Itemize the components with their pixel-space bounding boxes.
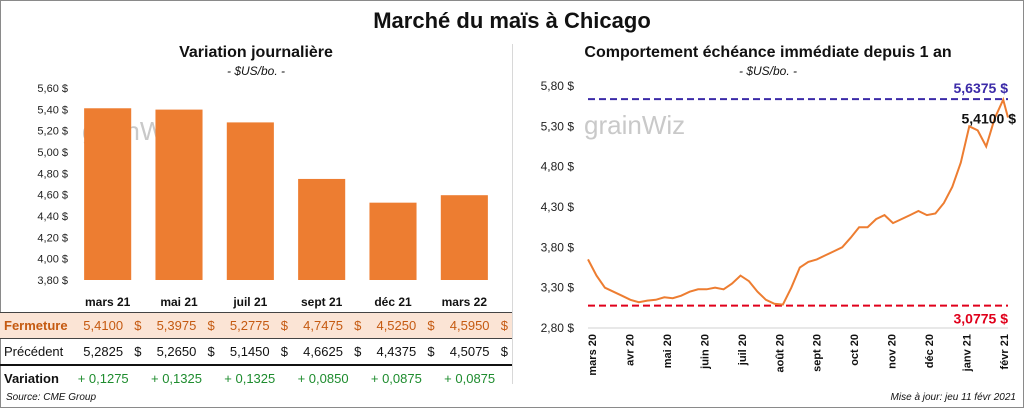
cell-close-3: 4,7475: [292, 312, 355, 339]
y-tick-label: 4,00 $: [37, 254, 68, 266]
x-tick-label: juin 20: [699, 334, 711, 370]
y-tick-label: 4,80 $: [541, 160, 575, 174]
cell-spacer: [354, 365, 365, 391]
cell-prev-4: 4,4375: [365, 338, 428, 366]
cell-currency: $: [207, 312, 219, 339]
cell-currency: $: [354, 338, 366, 366]
left-chart-title: Variation journalière: [179, 44, 333, 61]
y-tick-label: 3,80 $: [541, 240, 575, 254]
left-chart-unit: - $US/bo. -: [226, 64, 286, 78]
cell-spacer: [501, 365, 512, 391]
y-tick-label: 3,30 $: [541, 281, 575, 295]
cell-var-2: + 0,1325: [224, 370, 276, 386]
cell-currency: $: [354, 312, 366, 339]
cell-close-2: 5,2775: [218, 312, 281, 339]
table-row-close: Fermeture 5,4100 $5,3975 $5,2775 $4,7475 $4,…: [0, 312, 512, 339]
cell-var-3: + 0,0850: [297, 370, 349, 386]
futures-table: Fermeture 5,4100 $5,3975 $5,2775 $4,7475 $4,…: [0, 312, 512, 391]
cell-spacer: [427, 365, 438, 391]
panel-divider: [512, 44, 513, 384]
cell-currency: $: [207, 338, 219, 366]
cell-close-5: 4,5950: [438, 312, 501, 339]
y-tick-label: 5,20 $: [37, 126, 68, 138]
last-value-label: 5,4100 $: [962, 110, 1017, 126]
y-tick-label: 5,80 $: [541, 79, 575, 93]
source-note: Source: CME Group: [6, 392, 97, 403]
y-tick-label: 5,40 $: [37, 104, 68, 116]
cell-currency: $: [280, 312, 293, 339]
cell-prev-0: 5,2825: [72, 338, 135, 366]
bar: [369, 202, 417, 280]
cell-currency: $: [134, 312, 146, 339]
x-tick-label: oct 20: [849, 334, 861, 366]
y-tick-label: 4,40 $: [37, 211, 68, 223]
cell-currency: $: [134, 338, 146, 366]
page-title: Marché du maïs à Chicago: [373, 8, 651, 33]
row-label-var: Variation: [4, 370, 59, 386]
row-label-close: Fermeture: [0, 312, 73, 339]
cell-spacer: [281, 365, 292, 391]
cell-spacer: [208, 365, 219, 391]
update-note: Mise à jour: jeu 11 févr 2021: [890, 392, 1016, 403]
y-tick-label: 2,80 $: [541, 321, 575, 335]
bar: [440, 195, 488, 280]
cell-currency: $: [427, 312, 439, 339]
x-tick-label: sept 21: [301, 295, 343, 309]
table-row-var: Variation + 0,1275 + 0,1325 + 0,1325 + 0,08…: [0, 365, 512, 391]
x-tick-label: mars 22: [442, 295, 488, 309]
y-tick-label: 4,30 $: [541, 200, 575, 214]
row-label-prev: Précédent: [0, 338, 73, 366]
y-tick-label: 3,80 $: [37, 275, 68, 287]
bar: [298, 178, 346, 280]
bar: [84, 108, 132, 280]
max-value-label: 5,6375 $: [954, 80, 1009, 96]
cell-currency: $: [427, 338, 439, 366]
cell-prev-5: 4,5075: [438, 338, 501, 366]
table-row-prev: Précédent 5,2825 $5,2650 $5,1450 $4,6625 $4,…: [0, 338, 512, 366]
x-tick-label: juil 21: [232, 295, 267, 309]
y-tick-label: 4,80 $: [37, 168, 68, 180]
y-tick-label: 4,60 $: [37, 190, 68, 202]
y-tick-label: 5,60 $: [37, 83, 68, 95]
cell-close-1: 5,3975: [145, 312, 208, 339]
y-tick-label: 5,30 $: [541, 119, 575, 133]
x-tick-label: août 20: [774, 334, 786, 373]
price-line: [587, 96, 1009, 306]
cell-var-5: + 0,0875: [444, 370, 496, 386]
cell-prev-2: 5,1450: [218, 338, 281, 366]
cell-var-1: + 0,1325: [150, 370, 202, 386]
x-tick-label: févr 21: [999, 334, 1011, 369]
cell-var-0: + 0,1275: [77, 370, 129, 386]
x-tick-label: mai 21: [160, 295, 198, 309]
y-tick-label: 5,00 $: [37, 147, 68, 159]
cell-currency: $: [280, 338, 293, 366]
x-tick-label: nov 20: [887, 334, 899, 369]
cell-close-4: 4,5250: [365, 312, 428, 339]
cell-prev-1: 5,2650: [145, 338, 208, 366]
cell-currency: $: [500, 338, 512, 366]
y-tick-label: 4,20 $: [37, 232, 68, 244]
cell-currency: $: [500, 312, 512, 339]
cell-close-0: 5,4100: [72, 312, 135, 339]
x-tick-label: mars 21: [85, 295, 131, 309]
cell-var-4: + 0,0875: [370, 370, 422, 386]
x-tick-label: déc 20: [924, 334, 936, 368]
x-tick-label: janv 21: [962, 334, 974, 372]
bar: [226, 122, 274, 281]
x-tick-label: juil 20: [737, 334, 749, 366]
x-tick-label: mars 20: [587, 334, 599, 376]
right-chart-unit: - $US/bo. -: [738, 64, 798, 78]
cell-prev-3: 4,6625: [292, 338, 355, 366]
bar: [155, 109, 203, 280]
x-tick-label: sept 20: [812, 334, 824, 372]
min-value-label: 3,0775 $: [954, 311, 1009, 327]
cell-spacer: [134, 365, 145, 391]
line-chart: grainWiz 2,80 $ 3,30 $ 3,80 $ 4,30 $ 4,80 $ 5,…: [541, 79, 1017, 376]
x-tick-label: mai 20: [662, 334, 674, 368]
right-chart-title: Comportement échéance immédiate depuis 1…: [584, 44, 952, 61]
watermark-text: grainWiz: [584, 110, 685, 140]
x-tick-label: avr 20: [624, 334, 636, 366]
x-tick-label: déc 21: [374, 295, 412, 309]
